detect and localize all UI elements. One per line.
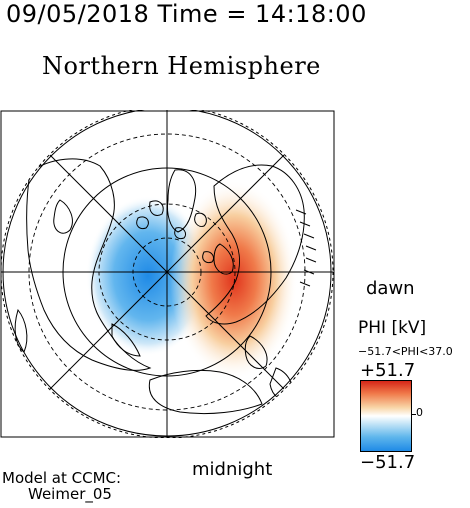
legend-title: PHI [kV] [358, 318, 427, 338]
header-timestamp: 09/05/2018 Time = 14:18:00 [6, 0, 367, 28]
credit-line-2: Weimer_05 [28, 485, 112, 503]
meridians [1, 110, 333, 438]
colorbar-max-label: +51.7 [360, 360, 416, 381]
map-title: Northern Hemisphere [42, 52, 321, 80]
colorbar-zero-label: 0 [416, 406, 423, 419]
colorbar [360, 380, 412, 452]
polar-map [0, 110, 335, 438]
dawn-label: dawn [366, 278, 415, 299]
credit-line-1: Model at CCMC: [2, 469, 122, 487]
colorbar-zero-tick [411, 414, 416, 415]
colorbar-min-label: −51.7 [360, 452, 416, 473]
legend-range: −51.7<PHI<37.0 [358, 345, 453, 358]
positive-potential-cell [170, 180, 298, 380]
outer-boundary [0, 110, 334, 438]
coast-ticks [295, 209, 317, 287]
midnight-label: midnight [192, 459, 273, 480]
